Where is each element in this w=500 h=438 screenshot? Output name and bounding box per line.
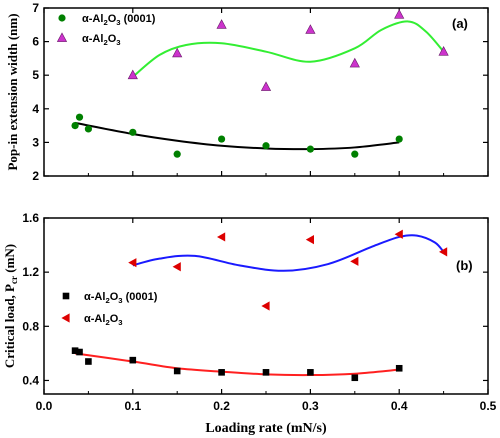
y-tick-label: 4 [32,102,39,116]
data-point-series-2 [172,262,181,272]
data-point-series-2 [128,258,137,268]
y-tick-label: 1.6 [22,211,39,225]
panel-a-ylabel: Pop-in extension width (nm) [5,13,20,170]
panel-b-points [71,229,448,382]
data-point-series-1 [351,374,359,382]
data-point-series-2 [305,235,314,245]
panel-a: 2 3 4 5 6 7 α-Al2O3 (0001) α-Al2O3 (a) Pop-in … [5,1,489,183]
data-point-series-2 [305,24,316,34]
panel-b-legend: α-Al2O3 (0001) α-Al2O3 [61,291,158,327]
data-point-series-1 [76,348,83,356]
data-point-series-1 [395,135,403,143]
y-tick-label: 7 [32,1,39,15]
y-tick-label: 2 [32,169,39,183]
data-point-series-2 [394,9,405,19]
panel-b-tag: (b) [456,258,473,273]
data-point-series-2 [260,81,272,91]
data-point-series-2 [216,19,227,29]
legend-marker-2 [61,313,70,323]
data-point-series-1 [173,150,181,158]
data-point-series-2 [439,247,448,257]
x-tick-label: 0.3 [302,399,319,413]
legend-label-1: α-Al2O3 (0001) [82,13,156,27]
data-point-series-1 [71,347,79,354]
data-point-series-1 [218,135,226,143]
legend-label-1: α-Al2O3 (0001) [84,291,158,305]
panel-b-ticks: 0.0 0.1 0.2 0.3 0.4 0.5 0.4 0.8 1.2 1.6 [22,211,496,413]
data-point-series-1 [75,113,84,121]
data-point-series-1 [129,128,137,136]
data-point-series-2 [217,232,226,242]
x-tick-label: 0.0 [36,399,53,413]
data-point-series-1 [307,369,314,376]
x-tick-label: 0.1 [124,399,141,413]
fit-line-2 [132,234,445,272]
data-point-series-1 [351,150,359,158]
data-point-series-1 [84,125,92,133]
data-point-series-1 [262,369,270,376]
data-point-series-2 [261,301,270,311]
data-point-series-1 [218,369,225,376]
y-tick-label: 5 [32,68,39,82]
panel-a-ticks: 2 3 4 5 6 7 [32,1,489,183]
data-point-series-1 [262,142,270,150]
data-point-series-2 [349,57,360,68]
data-point-series-1 [71,122,79,130]
x-tick-label: 0.4 [391,399,408,413]
legend-marker-2 [56,32,68,42]
panel-a-fit-lines [74,20,445,151]
data-point-series-1 [129,356,137,364]
legend-label-2: α-Al2O3 [82,33,121,47]
panel-b-ylabel: Critical load, Pcr (mN) [2,244,19,368]
data-point-series-2 [394,229,403,239]
legend-label-2: α-Al2O3 [84,313,123,327]
panel-b: 0.0 0.1 0.2 0.3 0.4 0.5 0.4 0.8 1.2 1.6 α-Al2O3 (… [2,211,497,436]
panel-a-legend: α-Al2O3 (0001) α-Al2O3 [56,13,156,47]
data-point-series-2 [127,69,138,80]
fit-line-2 [132,20,445,78]
data-point-series-2 [350,256,359,266]
y-tick-label: 0.4 [22,373,39,387]
y-tick-label: 3 [32,135,39,149]
legend-marker-1 [58,14,66,22]
x-tick-label: 0.5 [480,399,497,413]
x-tick-label: 0.2 [213,399,230,413]
data-point-series-1 [395,364,403,372]
fit-line-1 [74,121,400,151]
legend-marker-1 [62,292,70,300]
fit-line-1 [74,352,400,377]
panel-a-points [71,9,449,158]
data-point-series-2 [172,47,183,58]
data-point-series-1 [306,145,314,153]
y-tick-label: 0.8 [22,319,39,333]
data-point-series-2 [438,46,449,56]
panel-b-fit-lines [74,234,445,377]
y-tick-label: 6 [32,35,39,49]
y-tick-label: 1.2 [22,265,39,279]
data-point-series-1 [85,358,92,365]
panel-a-tag: (a) [452,16,468,31]
data-point-series-1 [173,367,181,375]
x-axis-label: Loading rate (mN/s) [205,421,327,436]
